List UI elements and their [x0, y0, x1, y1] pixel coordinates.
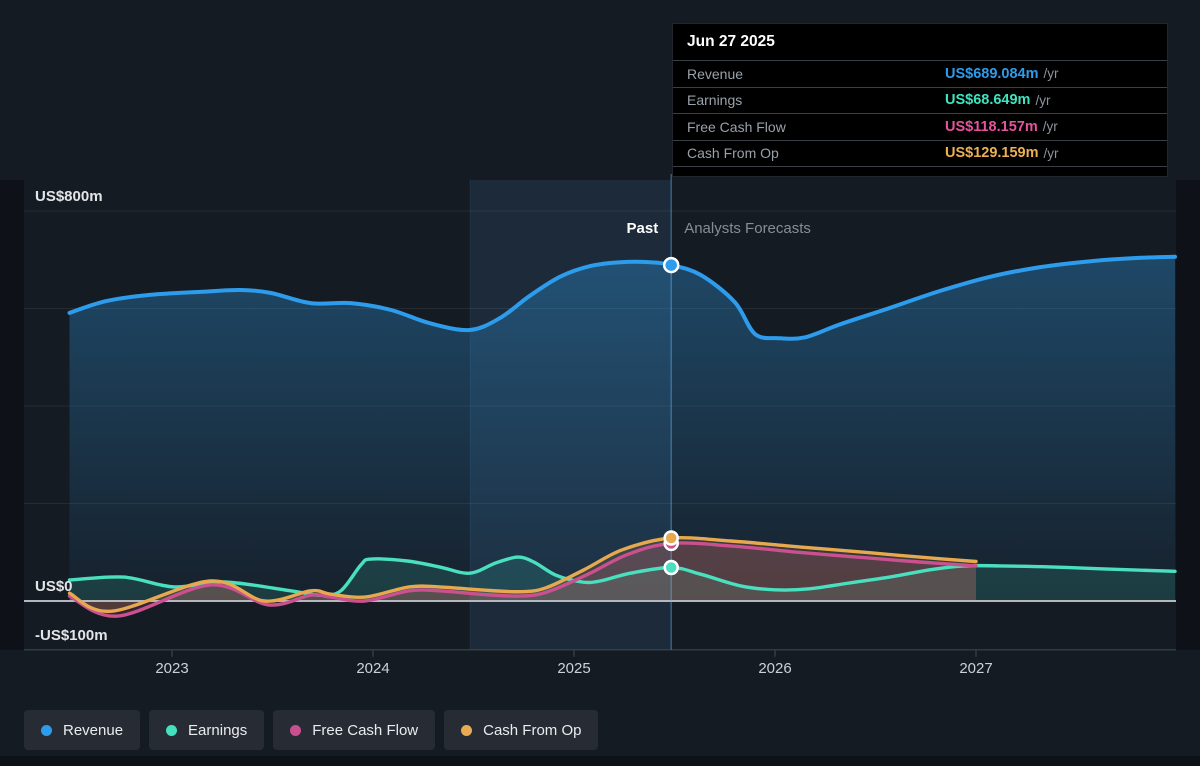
legend-button-free-cash-flow[interactable]: Free Cash Flow — [273, 710, 436, 750]
tooltip-row-label: Earnings — [687, 92, 743, 109]
legend-label: Cash From Op — [483, 721, 582, 739]
cash-from-op-area — [69, 537, 976, 612]
cash-from-op-line — [67, 535, 978, 613]
earnings-dot-icon — [166, 724, 178, 736]
forecast-zone-label: Analysts Forecasts — [684, 220, 811, 237]
chart-tooltip: Jun 27 2025 Revenue US$689.084m /yr Earn… — [672, 23, 1168, 177]
tooltip-row: Revenue US$689.084m /yr — [673, 60, 1167, 87]
tooltip-row-label: Free Cash Flow — [687, 118, 786, 135]
chart-canvas[interactable] — [0, 0, 1200, 700]
tooltip-unit: /yr — [1043, 66, 1059, 82]
legend-label: Earnings — [188, 721, 248, 739]
y-axis-label: -US$100m — [35, 626, 108, 644]
legend-label: Revenue — [63, 721, 124, 739]
legend: Revenue Earnings Free Cash Flow Cash Fro… — [24, 710, 599, 750]
left-margin — [0, 180, 24, 650]
tooltip-unit: /yr — [1043, 145, 1059, 161]
tooltip-row: Cash From Op US$129.159m /yr — [673, 139, 1167, 167]
window-bottom-edge — [0, 756, 1200, 766]
y-axis-label: US$0 — [35, 578, 73, 595]
tooltip-row: Earnings US$68.649m /yr — [673, 86, 1167, 114]
tooltip-row-label: Cash From Op — [687, 145, 779, 162]
tooltip-rows: Revenue US$689.084m /yr Earnings US$68.6… — [673, 60, 1167, 167]
revenue-dot-icon — [41, 724, 52, 736]
y-axis-label: US$800m — [35, 188, 103, 205]
tooltip-value: US$118.157m — [945, 118, 1038, 135]
tooltip-row: Free Cash Flow US$118.157m /yr — [673, 113, 1167, 140]
past-zone-label: Past — [626, 220, 659, 237]
legend-button-cash-from-op[interactable]: Cash From Op — [444, 710, 599, 750]
x-axis-label: 2026 — [758, 660, 792, 677]
tooltip-row-label: Revenue — [687, 65, 744, 82]
legend-button-earnings[interactable]: Earnings — [149, 710, 265, 750]
earnings-marker — [663, 559, 679, 576]
tooltip-date: Jun 27 2025 — [687, 33, 775, 50]
x-axis-label: 2025 — [557, 660, 591, 677]
legend-button-revenue[interactable]: Revenue — [24, 710, 141, 750]
tooltip-unit: /yr — [1042, 119, 1058, 135]
tooltip-unit: /yr — [1035, 92, 1051, 108]
cash-from-op-dot-icon — [461, 724, 473, 736]
free-cash-flow-area — [69, 542, 976, 617]
free-cash-flow-line — [67, 541, 978, 618]
earnings-area — [69, 557, 1175, 601]
cash-from-op-marker — [663, 530, 679, 546]
x-axis-label: 2027 — [959, 660, 993, 677]
revenue-line — [67, 254, 1177, 341]
revenue-marker — [662, 256, 680, 274]
x-axis-label: 2024 — [356, 660, 390, 677]
legend-label: Free Cash Flow — [312, 721, 419, 739]
revenue-area — [69, 256, 1175, 601]
x-axis-label: 2023 — [155, 660, 189, 677]
tooltip-value: US$68.649m — [945, 92, 1031, 109]
tooltip-value: US$689.084m — [945, 65, 1039, 82]
right-margin — [1176, 180, 1200, 650]
tooltip-value: US$129.159m — [945, 145, 1039, 162]
free-cash-flow-dot-icon — [290, 724, 302, 736]
